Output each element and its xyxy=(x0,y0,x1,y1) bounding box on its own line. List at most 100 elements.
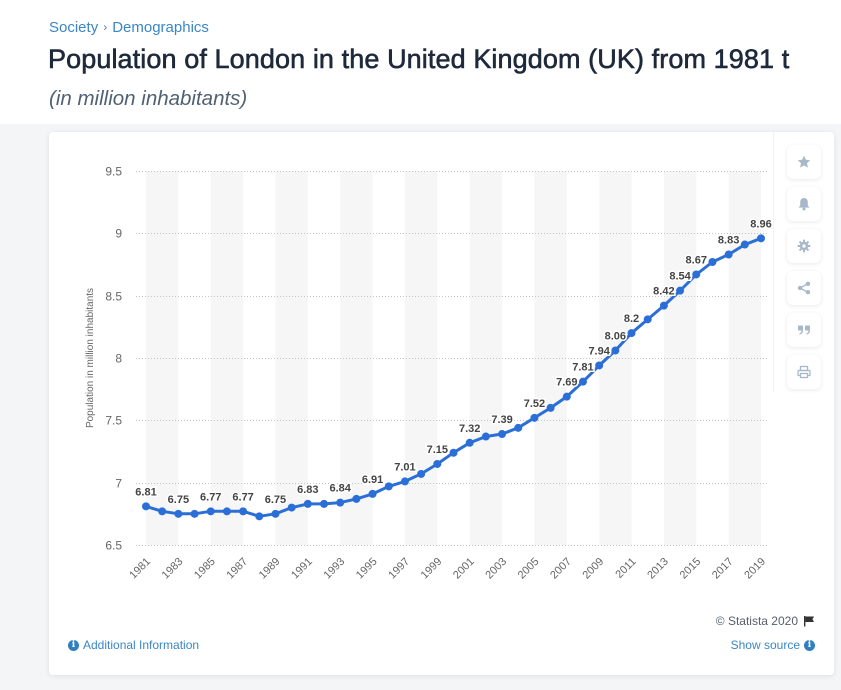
data-point xyxy=(303,499,312,508)
plot-band xyxy=(663,171,697,545)
additional-information-link[interactable]: i Additional Information xyxy=(68,638,199,652)
x-tick-label: 1993 xyxy=(322,556,348,582)
plot-band xyxy=(469,171,503,545)
bell-icon xyxy=(798,198,810,211)
data-label: 7.15 xyxy=(427,444,448,456)
y-tick-label: 9 xyxy=(115,227,122,241)
data-label: 7.32 xyxy=(459,423,480,435)
data-label: 6.75 xyxy=(168,494,189,506)
x-tick-label: 2007 xyxy=(548,556,574,582)
gridlines xyxy=(136,171,768,546)
x-tick-label: 1985 xyxy=(192,556,218,582)
data-point xyxy=(498,430,507,439)
y-axis-title: Population in million inhabitants xyxy=(85,288,96,428)
data-label: 8.83 xyxy=(718,235,739,247)
share-icon xyxy=(797,281,811,295)
data-point xyxy=(514,423,523,432)
data-point xyxy=(174,509,183,518)
breadcrumb: Society › Demographics xyxy=(49,19,209,36)
breadcrumb-separator: › xyxy=(103,20,108,34)
x-tick-label: 2019 xyxy=(742,556,768,582)
data-point xyxy=(190,509,199,518)
y-tick-label: 7 xyxy=(115,477,122,491)
x-tick-label: 1981 xyxy=(127,556,153,582)
data-point xyxy=(740,240,749,249)
x-axis-labels: 1981 1983 1985 1987 1989 1991 1993 1995 1997 1999… xyxy=(127,556,768,582)
data-label: 8.42 xyxy=(653,286,674,298)
y-tick-label: 9.5 xyxy=(105,165,122,179)
x-tick-label: 1987 xyxy=(224,556,250,582)
data-point xyxy=(611,346,620,355)
show-source-link[interactable]: Show source i xyxy=(731,638,815,652)
quote-icon xyxy=(798,325,810,335)
x-tick-label: 2015 xyxy=(678,556,704,582)
x-tick-label: 2013 xyxy=(645,556,671,582)
favorite-button[interactable] xyxy=(787,145,821,179)
breadcrumb-demographics[interactable]: Demographics xyxy=(112,19,209,36)
x-tick-label: 1995 xyxy=(354,556,380,582)
data-labels: 6.81 6.75 6.77 6.77 6.75 6.83 6.84 6.91 7.01 7.15… xyxy=(134,217,773,508)
y-tick-label: 6.5 xyxy=(105,539,122,553)
x-tick-label: 2003 xyxy=(483,556,509,582)
print-button[interactable] xyxy=(787,355,821,389)
data-label: 7.81 xyxy=(572,362,593,374)
data-point xyxy=(239,507,248,516)
gear-icon xyxy=(797,239,811,253)
x-tick-label: 1991 xyxy=(289,556,315,582)
data-point xyxy=(287,503,296,512)
data-point xyxy=(320,499,329,508)
data-label: 7.39 xyxy=(491,414,512,426)
data-point xyxy=(352,494,361,503)
x-tick-label: 2005 xyxy=(516,556,542,582)
data-label: 6.81 xyxy=(135,486,156,498)
data-label: 7.94 xyxy=(588,345,610,357)
data-label: 8.67 xyxy=(686,254,707,266)
data-point xyxy=(255,512,264,521)
info-icon: i xyxy=(68,639,79,651)
data-label: 8.54 xyxy=(669,271,691,283)
data-point xyxy=(578,377,587,386)
data-label: 7.69 xyxy=(556,377,577,389)
data-label: 8.06 xyxy=(605,331,626,343)
data-point xyxy=(206,507,215,516)
y-axis-labels: 6.5 7 7.5 8 8.5 9 9.5 xyxy=(105,165,122,553)
data-point xyxy=(692,270,701,279)
share-button[interactable] xyxy=(787,271,821,305)
data-points xyxy=(142,234,765,521)
data-point xyxy=(142,502,150,511)
page-subtitle: (in million inhabitants) xyxy=(49,87,248,110)
x-tick-label: 2001 xyxy=(451,556,477,582)
notification-button[interactable] xyxy=(787,187,821,221)
data-point xyxy=(724,250,733,259)
data-label: 6.77 xyxy=(232,491,253,503)
data-point xyxy=(400,477,409,486)
data-point xyxy=(643,315,652,324)
copyright-text: © Statista 2020 xyxy=(715,614,798,628)
plot-band xyxy=(728,171,761,545)
data-point xyxy=(757,234,765,243)
data-point xyxy=(627,329,636,338)
data-point xyxy=(530,413,539,422)
data-point xyxy=(481,432,490,441)
settings-button[interactable] xyxy=(787,229,821,263)
flag-icon[interactable] xyxy=(803,615,815,627)
x-tick-label: 1997 xyxy=(386,556,412,582)
data-point xyxy=(546,403,555,412)
data-label: 7.52 xyxy=(524,398,545,410)
additional-information-label: Additional Information xyxy=(83,638,200,652)
y-tick-label: 8 xyxy=(115,352,122,366)
print-icon xyxy=(797,365,811,379)
breadcrumb-society[interactable]: Society xyxy=(49,19,99,36)
x-tick-label: 2017 xyxy=(710,556,736,582)
data-label: 6.75 xyxy=(265,494,286,506)
chart-card: 6.5 7 7.5 8 8.5 9 9.5 Population in million inh… xyxy=(49,132,834,675)
page-title: Population of London in the United Kingd… xyxy=(48,44,790,75)
data-point xyxy=(449,448,458,457)
line-chart: 6.5 7 7.5 8 8.5 9 9.5 Population in million inh… xyxy=(85,165,773,582)
y-tick-label: 7.5 xyxy=(105,414,122,428)
x-tick-label: 1999 xyxy=(419,556,445,582)
data-label: 6.83 xyxy=(297,484,318,496)
data-label: 6.84 xyxy=(329,483,351,495)
cite-button[interactable] xyxy=(787,313,821,347)
data-point xyxy=(222,507,231,516)
